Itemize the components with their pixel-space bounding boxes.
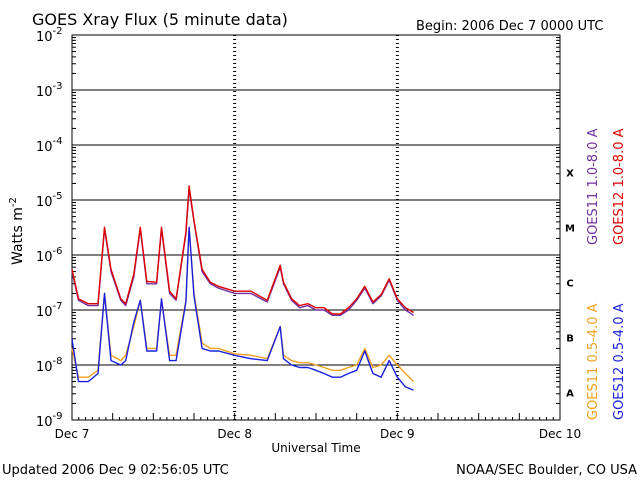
updated-text: Updated 2006 Dec 9 02:56:05 UTC bbox=[2, 463, 229, 478]
y-tick-label: 10-6 bbox=[36, 246, 63, 265]
legend-entry: GOES11 0.5-4.0 A bbox=[586, 303, 601, 420]
begin-label: Begin: 2006 Dec 7 0000 UTC bbox=[416, 19, 603, 34]
flare-class-label: A bbox=[566, 389, 574, 400]
x-tick-labels: Dec 7 Dec 8 Dec 9 Dec 10 bbox=[55, 427, 581, 441]
legend-entry: GOES12 0.5-4.0 A bbox=[612, 303, 627, 420]
chart-title: GOES Xray Flux (5 minute data) bbox=[32, 10, 288, 29]
flare-class-label: M bbox=[565, 224, 575, 235]
flare-class-labels: X M C B A bbox=[565, 169, 575, 400]
plot-frame bbox=[72, 35, 560, 420]
y-tick-label: 10-3 bbox=[36, 81, 63, 100]
y-tick-label: 10-5 bbox=[36, 191, 63, 210]
y-tick-label: 10-7 bbox=[36, 301, 63, 320]
credit-text: NOAA/SEC Boulder, CO USA bbox=[456, 463, 637, 478]
series-line bbox=[72, 227, 414, 390]
flare-class-label: B bbox=[566, 334, 574, 345]
y-tick-label: 10-4 bbox=[36, 136, 63, 155]
series-lines bbox=[72, 186, 414, 390]
x-axis-label: Universal Time bbox=[271, 441, 360, 455]
y-tick-label: 10-8 bbox=[36, 356, 63, 375]
y-axis-label-text: Watts m bbox=[10, 207, 26, 265]
x-tick-label: Dec 8 bbox=[217, 427, 252, 441]
legend-entry: GOES11 1.0-8.0 A bbox=[586, 128, 601, 245]
grid-lines bbox=[72, 35, 560, 420]
series-line bbox=[72, 229, 414, 382]
flare-class-label: C bbox=[566, 279, 573, 290]
flare-class-label: X bbox=[566, 169, 574, 180]
x-tick-label: Dec 10 bbox=[539, 427, 581, 441]
series-line bbox=[72, 186, 414, 314]
legend: GOES11 1.0-8.0 A GOES12 1.0-8.0 A GOES11 0… bbox=[586, 128, 627, 420]
y-tick-labels: 10-210-310-410-510-610-710-810-9 bbox=[36, 26, 63, 430]
series-line bbox=[72, 189, 414, 315]
y-axis-label: Watts m-2 bbox=[8, 197, 26, 265]
y-axis-label-sup: -2 bbox=[8, 197, 19, 207]
x-tick-label: Dec 7 bbox=[55, 427, 90, 441]
x-tick-label: Dec 9 bbox=[380, 427, 415, 441]
legend-entry: GOES12 1.0-8.0 A bbox=[612, 128, 627, 245]
